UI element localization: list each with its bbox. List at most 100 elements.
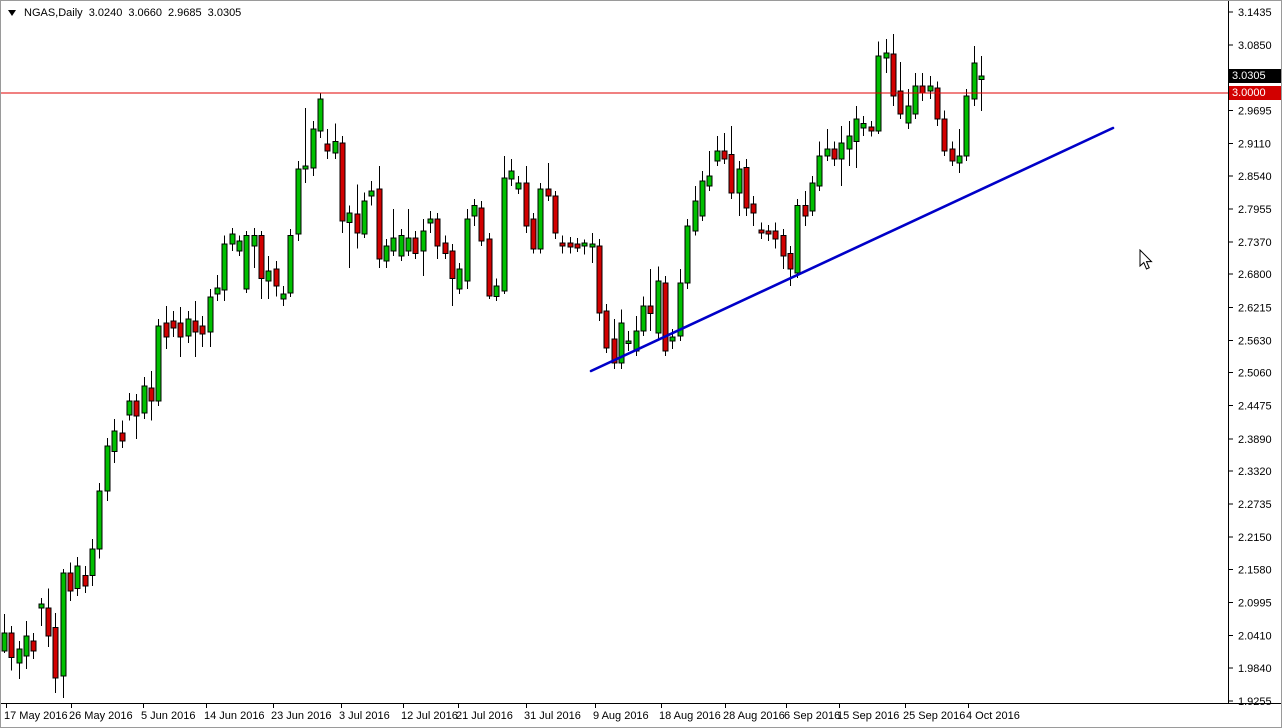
price-axis-label: 2.9695 bbox=[1238, 105, 1272, 117]
candlestick bbox=[273, 268, 280, 287]
candlestick bbox=[890, 53, 897, 97]
candlestick bbox=[67, 572, 74, 592]
candlestick bbox=[545, 188, 552, 197]
candlestick bbox=[699, 180, 706, 217]
candlestick bbox=[838, 142, 845, 160]
candlestick bbox=[662, 282, 669, 352]
candlestick bbox=[625, 340, 632, 345]
candlestick bbox=[574, 243, 581, 249]
price-axis-label: 2.5060 bbox=[1238, 368, 1272, 380]
candlestick bbox=[412, 237, 419, 254]
time-axis-label: 3 Jul 2016 bbox=[339, 710, 390, 722]
price-axis-label: 2.1580 bbox=[1238, 565, 1272, 577]
candlestick bbox=[346, 212, 353, 224]
candlestick bbox=[912, 85, 919, 115]
symbol-dropdown-icon[interactable] bbox=[8, 10, 16, 16]
candlestick bbox=[721, 150, 728, 160]
candlestick bbox=[941, 118, 948, 152]
candlestick bbox=[750, 203, 757, 214]
candlestick bbox=[155, 325, 162, 402]
candlestick bbox=[376, 188, 383, 260]
candlestick bbox=[354, 213, 361, 234]
price-axis-label: 1.9255 bbox=[1238, 696, 1272, 708]
candlestick bbox=[640, 305, 647, 332]
candlestick bbox=[501, 177, 508, 292]
candlestick bbox=[23, 635, 30, 657]
candlestick bbox=[743, 166, 750, 209]
candlestick bbox=[669, 336, 676, 342]
candlestick bbox=[684, 225, 691, 284]
candlestick bbox=[16, 648, 23, 664]
candlestick bbox=[185, 318, 192, 337]
candlestick bbox=[728, 153, 735, 194]
candlestick bbox=[464, 218, 471, 282]
candlestick bbox=[596, 245, 603, 314]
candlestick bbox=[442, 242, 449, 254]
candlestick bbox=[383, 245, 390, 262]
price-axis-label: 2.2150 bbox=[1238, 532, 1272, 544]
price-axis-label: 2.0410 bbox=[1238, 631, 1272, 643]
price-axis-label: 1.9840 bbox=[1238, 663, 1272, 675]
candlestick bbox=[177, 322, 184, 338]
candlestick bbox=[89, 548, 96, 577]
price-axis-label: 3.0850 bbox=[1238, 40, 1272, 52]
candlestick bbox=[816, 155, 823, 187]
price-axis-label: 2.8540 bbox=[1238, 171, 1272, 183]
candlestick bbox=[552, 195, 559, 234]
time-axis-label: 23 Jun 2016 bbox=[271, 710, 332, 722]
price-axis-label: 2.6800 bbox=[1238, 269, 1272, 281]
time-axis-label: 25 Sep 2016 bbox=[903, 710, 965, 722]
candlestick bbox=[405, 237, 412, 252]
price-level-marker: 3.0000 bbox=[1229, 86, 1281, 100]
candlestick bbox=[860, 123, 867, 129]
candlestick bbox=[111, 430, 118, 452]
candlestick bbox=[589, 243, 596, 248]
candlestick bbox=[478, 207, 485, 242]
candlestick bbox=[243, 235, 250, 290]
candlestick bbox=[258, 235, 265, 280]
candlestick bbox=[647, 305, 654, 314]
price-axis-label: 2.4475 bbox=[1238, 401, 1272, 413]
price-axis-label: 2.9110 bbox=[1238, 139, 1271, 151]
candlestick bbox=[280, 293, 287, 300]
candlestick bbox=[963, 95, 970, 157]
candlestick bbox=[214, 287, 221, 295]
candlestick bbox=[714, 150, 721, 162]
candlestick bbox=[559, 242, 566, 247]
candlestick bbox=[236, 240, 243, 252]
price-axis-label: 2.7370 bbox=[1238, 237, 1272, 249]
candlestick bbox=[45, 607, 52, 637]
candlestick bbox=[809, 182, 816, 212]
candlestick bbox=[934, 87, 941, 120]
candlestick bbox=[971, 62, 978, 100]
price-axis-label: 2.2735 bbox=[1238, 499, 1272, 511]
candlestick bbox=[486, 238, 493, 297]
candlestick bbox=[398, 235, 405, 257]
candlestick bbox=[868, 126, 875, 132]
candlestick bbox=[905, 105, 912, 124]
ohlc-low: 2.9685 bbox=[168, 7, 202, 19]
trendline[interactable] bbox=[589, 126, 1115, 373]
candlestick bbox=[295, 168, 302, 235]
candlestick bbox=[603, 310, 610, 349]
candlestick bbox=[199, 325, 206, 335]
candlestick bbox=[949, 148, 956, 162]
ohlc-high: 3.0660 bbox=[128, 7, 162, 19]
price-axis-label: 2.5630 bbox=[1238, 335, 1272, 347]
candlestick bbox=[192, 320, 199, 333]
candlestick bbox=[611, 338, 618, 364]
candlestick bbox=[141, 385, 148, 414]
chart-header: NGAS,Daily 3.0240 3.0660 2.9685 3.0305 bbox=[8, 7, 241, 19]
candlestick bbox=[736, 168, 743, 194]
candlestick bbox=[60, 572, 67, 677]
candlestick bbox=[133, 400, 140, 417]
candlestick bbox=[8, 632, 15, 659]
candlestick bbox=[581, 242, 588, 247]
price-axis-label: 2.6215 bbox=[1238, 302, 1272, 314]
price-axis-label: 2.7955 bbox=[1238, 204, 1272, 216]
candlestick bbox=[831, 148, 838, 160]
time-axis-label: 12 Jul 2016 bbox=[401, 710, 458, 722]
candlestick bbox=[897, 90, 904, 115]
